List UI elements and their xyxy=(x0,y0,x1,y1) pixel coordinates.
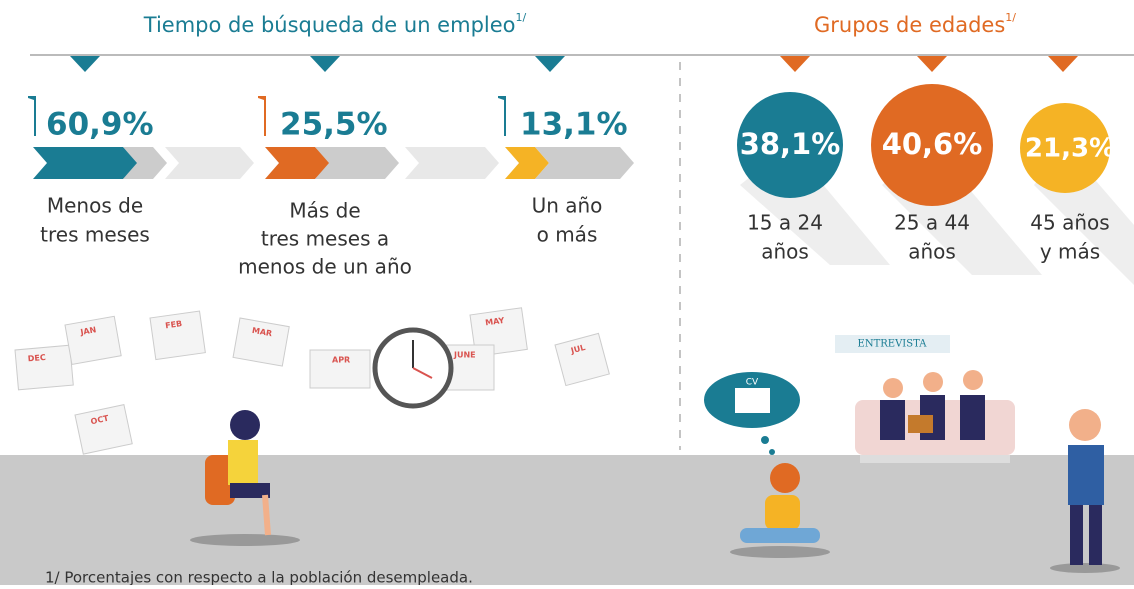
percent: 21,3% xyxy=(1025,134,1115,164)
floor xyxy=(0,455,1134,585)
interview-bench xyxy=(855,370,1015,463)
label: Menos de xyxy=(47,194,143,218)
cv-cloud: CV xyxy=(704,372,800,455)
label: o más xyxy=(537,223,598,247)
month: JAN xyxy=(79,325,97,337)
percent: 38,1% xyxy=(740,127,841,161)
clock xyxy=(372,327,454,409)
month: FEB xyxy=(165,319,183,330)
right-title-text: Grupos de edades xyxy=(814,13,1005,37)
percent: 60,9% xyxy=(46,107,154,143)
month: JUNE xyxy=(453,351,476,360)
label: años xyxy=(761,240,809,264)
note-ref: 1/ xyxy=(1005,11,1016,24)
label: Más de xyxy=(289,199,360,223)
percent: 40,6% xyxy=(882,127,983,161)
month: JUL xyxy=(569,343,586,356)
sign xyxy=(835,335,950,353)
month: APR xyxy=(332,356,350,365)
label: tres meses xyxy=(40,223,150,247)
label: menos de un año xyxy=(238,255,412,279)
month: OCT xyxy=(90,414,110,427)
month: MAR xyxy=(251,326,273,338)
percent: 25,5% xyxy=(280,107,388,143)
man-standing xyxy=(1050,409,1120,573)
calendars: DEC JAN FEB MAR APR MAY JUNE JUL OCT xyxy=(14,307,610,455)
label: 25 a 44 xyxy=(894,211,970,235)
arrow-bars xyxy=(28,96,634,179)
left-title-text: Tiempo de búsqueda de un empleo xyxy=(143,13,516,37)
label: 15 a 24 xyxy=(747,211,823,235)
label: Un año xyxy=(532,194,603,218)
note-ref: 1/ xyxy=(516,11,527,24)
left-title: Tiempo de búsqueda de un empleo1/ xyxy=(143,11,527,37)
percent: 13,1% xyxy=(520,107,628,143)
sign-text: ENTREVISTA xyxy=(858,339,928,350)
label: años xyxy=(908,240,956,264)
label: 45 años xyxy=(1030,211,1109,235)
cv-label: CV xyxy=(746,378,759,388)
label: tres meses a xyxy=(261,227,389,251)
girl-waiting xyxy=(730,463,830,558)
label: y más xyxy=(1040,240,1100,264)
woman-sitting xyxy=(190,410,300,546)
month: MAY xyxy=(485,316,505,328)
markers xyxy=(70,56,1078,72)
month: DEC xyxy=(27,353,46,364)
right-title: Grupos de edades1/ xyxy=(814,11,1016,37)
circles xyxy=(737,84,1134,285)
footnote: 1/ Porcentajes con respecto a la poblaci… xyxy=(45,569,473,586)
